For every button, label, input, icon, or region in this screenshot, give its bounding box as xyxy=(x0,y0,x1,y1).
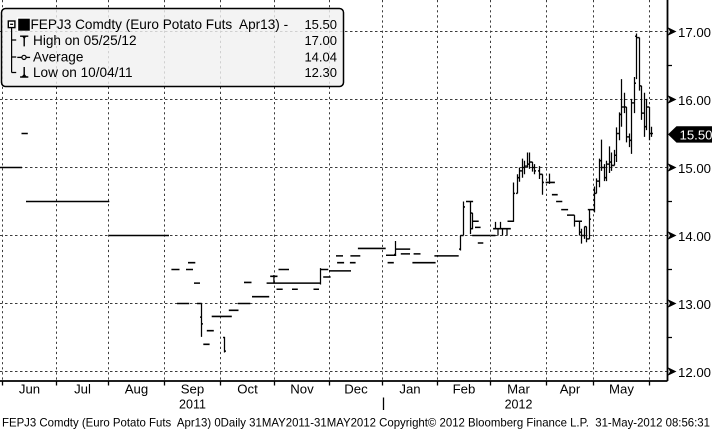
svg-text:Sep: Sep xyxy=(181,382,204,397)
svg-text:12.00: 12.00 xyxy=(678,365,711,380)
svg-text:12.30: 12.30 xyxy=(304,65,337,80)
svg-text:Nov: Nov xyxy=(290,382,314,397)
svg-text:Jul: Jul xyxy=(74,382,91,397)
svg-text:2012: 2012 xyxy=(505,398,533,412)
svg-text:2011: 2011 xyxy=(179,398,206,412)
svg-text:FEPJ3 Comdty (Euro Potato Futs: FEPJ3 Comdty (Euro Potato Futs Apr13) 0D… xyxy=(2,416,710,430)
svg-text:Feb: Feb xyxy=(453,382,476,397)
svg-text:Mar: Mar xyxy=(507,382,530,397)
svg-text:17.00: 17.00 xyxy=(678,25,711,40)
svg-text:15.00: 15.00 xyxy=(678,161,711,176)
svg-text:May: May xyxy=(609,382,634,397)
svg-text:Jan: Jan xyxy=(399,382,420,397)
svg-text:Oct: Oct xyxy=(237,382,258,397)
svg-text:15.50: 15.50 xyxy=(680,127,712,142)
svg-text:High on 05/25/12: High on 05/25/12 xyxy=(33,33,137,48)
svg-text:Low on 10/04/11: Low on 10/04/11 xyxy=(33,65,133,80)
svg-text:FEPJ3 Comdty (Euro Potato Futs: FEPJ3 Comdty (Euro Potato Futs Apr13) - xyxy=(31,17,289,32)
svg-text:16.00: 16.00 xyxy=(678,93,711,108)
svg-text:Dec: Dec xyxy=(344,382,368,397)
svg-text:13.00: 13.00 xyxy=(678,297,711,312)
svg-text:Aug: Aug xyxy=(125,382,148,397)
svg-text:14.00: 14.00 xyxy=(678,229,711,244)
svg-text:17.00: 17.00 xyxy=(304,33,337,48)
svg-text:Apr: Apr xyxy=(560,382,581,397)
svg-text:Average: Average xyxy=(33,50,83,65)
svg-text:Jun: Jun xyxy=(19,382,40,397)
svg-text:15.50: 15.50 xyxy=(304,17,337,32)
svg-text:14.04: 14.04 xyxy=(304,50,337,65)
